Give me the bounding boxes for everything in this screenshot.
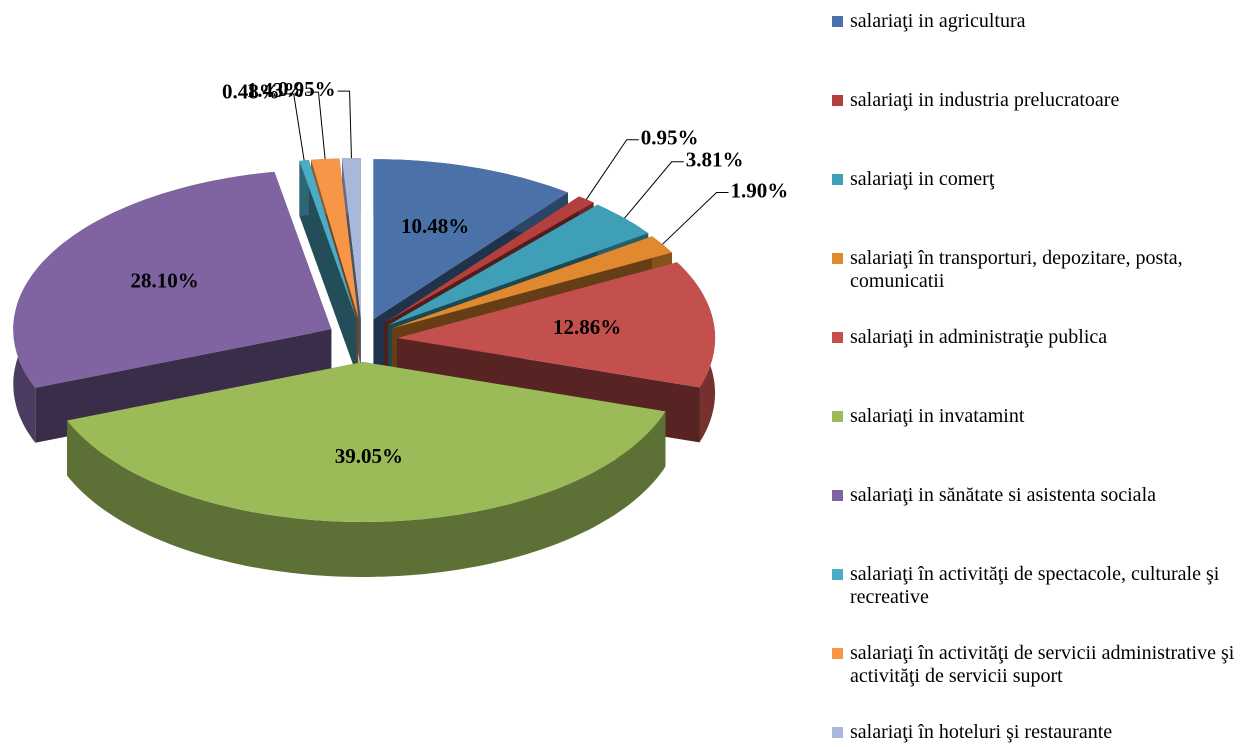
slice xyxy=(373,159,568,320)
slice xyxy=(391,236,672,329)
data-label: 3.81% xyxy=(686,148,744,172)
chart: 10.48%0.95%3.81%1.90%12.86%39.05%28.10%0… xyxy=(13,77,789,577)
legend-item: salariaţi in invatamint xyxy=(832,405,1248,428)
legend-item: salariaţi in sănătate si asistenta socia… xyxy=(832,484,1248,507)
legend-swatch xyxy=(832,16,843,27)
data-label: 0.48% xyxy=(222,80,280,104)
slice xyxy=(311,158,359,319)
data-label: 28.10% xyxy=(130,268,198,292)
legend-label: salariaţi in industria prelucratoare xyxy=(850,89,1120,111)
legend-swatch xyxy=(832,569,843,580)
legend-swatch xyxy=(832,253,843,264)
data-label: 1.43% xyxy=(247,78,305,102)
data-label: 1.90% xyxy=(731,178,789,202)
slice xyxy=(13,171,332,388)
legend-item: salariaţi în activităţi de servicii admi… xyxy=(832,642,1248,688)
legend-label: salariaţi în activităţi de servicii admi… xyxy=(850,642,1235,687)
legend-swatch xyxy=(832,174,843,185)
data-label: 39.05% xyxy=(335,444,403,468)
legend-label: salariaţi în hoteluri şi restaurante xyxy=(850,721,1113,743)
leader-line xyxy=(306,91,326,160)
legend-item: salariaţi in industria prelucratoare xyxy=(832,89,1248,112)
legend-item: salariaţi in agricultura xyxy=(832,10,1248,33)
data-label: 10.48% xyxy=(401,214,469,238)
slice xyxy=(342,158,361,318)
legend-label: salariaţi în activităţi de spectacole, c… xyxy=(850,563,1220,608)
data-label: 12.86% xyxy=(553,315,621,339)
legend-swatch xyxy=(832,490,843,501)
leader-line xyxy=(281,93,305,161)
legend-swatch xyxy=(832,332,843,343)
slice xyxy=(299,160,357,374)
legend-label: salariaţi în transporturi, depozitare, p… xyxy=(850,247,1183,292)
slice xyxy=(67,362,666,577)
legend-item: salariaţi în activităţi de spectacole, c… xyxy=(832,563,1248,609)
legend-swatch xyxy=(832,727,843,738)
legend-item: salariaţi in comerţ xyxy=(832,168,1248,191)
slice xyxy=(397,262,716,388)
legend-swatch xyxy=(832,411,843,422)
data-label: 0.95% xyxy=(278,77,336,101)
data-label: 0.95% xyxy=(641,126,699,150)
leader-line xyxy=(662,191,729,245)
legend-label: salariaţi in agricultura xyxy=(850,10,1026,32)
legend-label: salariaţi in invatamint xyxy=(850,405,1025,427)
slice-wall xyxy=(67,411,666,577)
slice xyxy=(384,196,594,323)
legend-label: salariaţi in sănătate si asistenta socia… xyxy=(850,484,1156,506)
leader-line xyxy=(624,161,684,219)
legend-swatch xyxy=(832,95,843,106)
slice xyxy=(388,204,649,326)
leader-line xyxy=(337,90,352,159)
slice xyxy=(67,362,666,522)
slice xyxy=(299,160,357,319)
legend-item: salariaţi în hoteluri şi restaurante xyxy=(832,721,1248,744)
leader-line xyxy=(585,139,639,200)
legend-swatch xyxy=(832,648,843,659)
legend-label: salariaţi in comerţ xyxy=(850,168,995,190)
legend-item: salariaţi in administraţie publica xyxy=(832,326,1248,349)
legend-item: salariaţi în transporturi, depozitare, p… xyxy=(832,247,1248,293)
legend-label: salariaţi in administraţie publica xyxy=(850,326,1108,348)
